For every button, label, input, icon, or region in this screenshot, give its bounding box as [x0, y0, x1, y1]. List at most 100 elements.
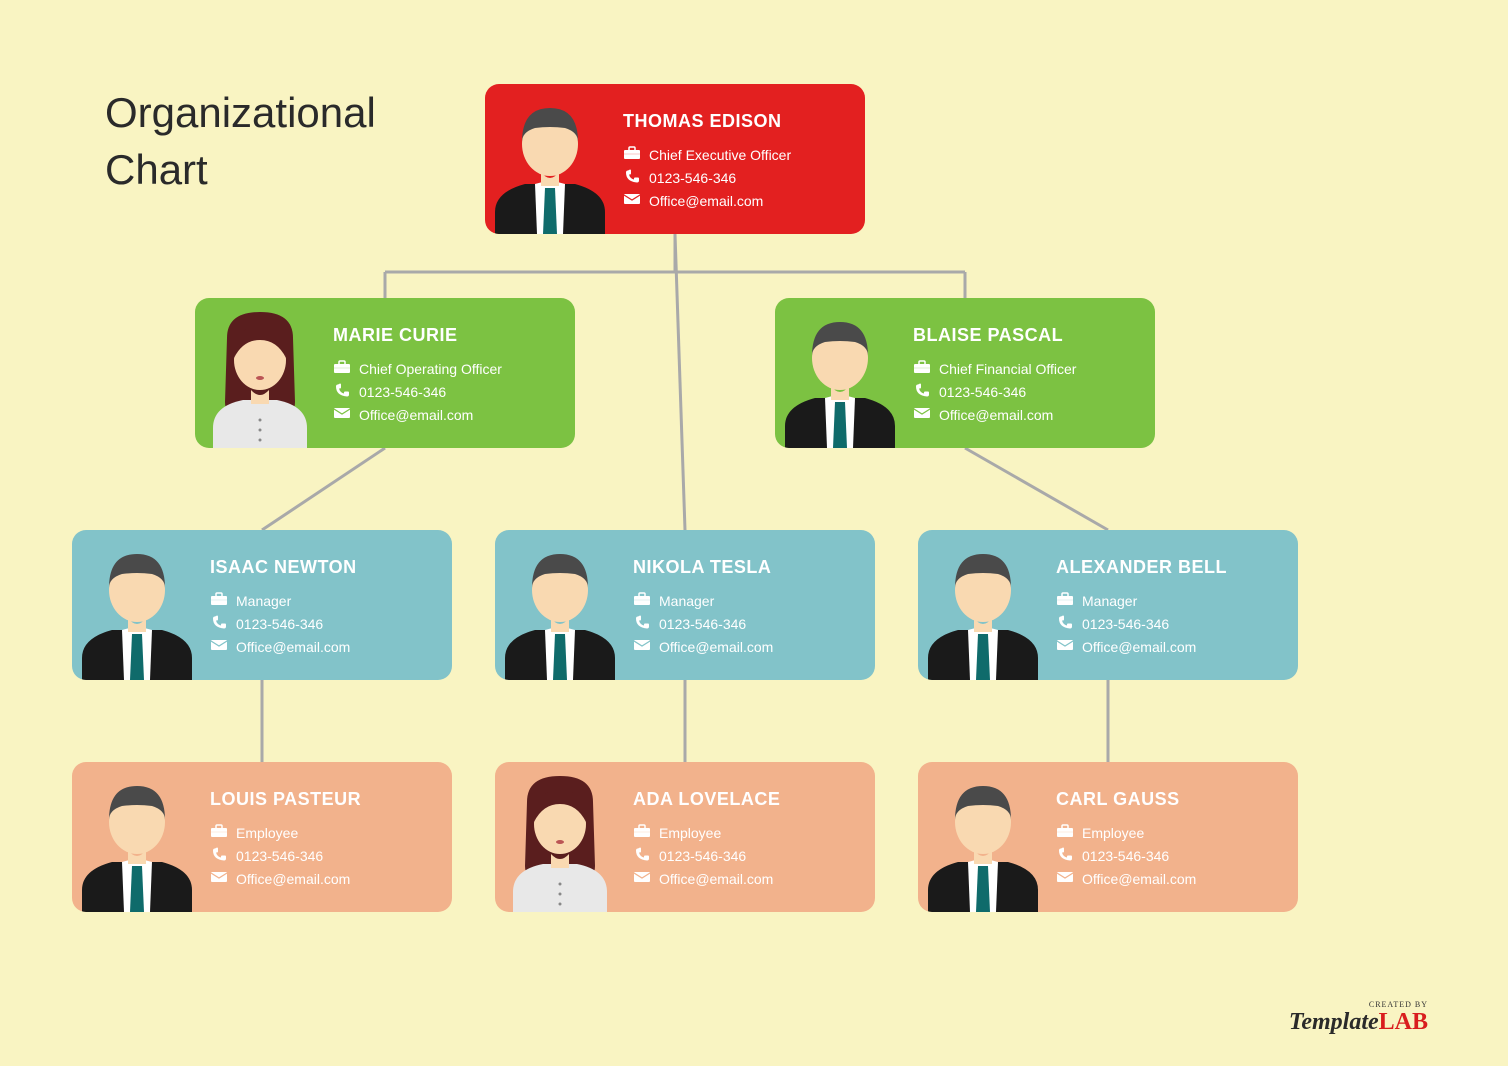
phone-icon [210, 847, 236, 864]
mail-icon [623, 192, 649, 209]
person-role: Chief Executive Officer [649, 147, 791, 163]
person-phone-row: 0123-546-346 [210, 847, 442, 864]
person-email-row: Office@email.com [623, 192, 855, 209]
footer-created-by: CREATED BY [1289, 1000, 1428, 1009]
org-card-mgr1: ISAAC NEWTON Manager 0123-546-346 Office… [72, 530, 452, 680]
briefcase-icon [333, 360, 359, 377]
person-email-row: Office@email.com [633, 638, 865, 655]
person-role-row: Employee [1056, 824, 1288, 841]
briefcase-icon [1056, 824, 1082, 841]
person-role: Employee [659, 825, 721, 841]
org-card-emp3: CARL GAUSS Employee 0123-546-346 Office@… [918, 762, 1298, 912]
org-card-emp2: ADA LOVELACE Employee 0123-546-346 Offic… [495, 762, 875, 912]
person-email-row: Office@email.com [1056, 870, 1288, 887]
org-card-coo: MARIE CURIE Chief Operating Officer 0123… [195, 298, 575, 448]
person-phone-row: 0123-546-346 [633, 847, 865, 864]
phone-icon [210, 615, 236, 632]
phone-icon [633, 847, 659, 864]
person-email-row: Office@email.com [1056, 638, 1288, 655]
person-email-row: Office@email.com [913, 406, 1145, 423]
title-line2: Chart [105, 146, 208, 193]
person-name: THOMAS EDISON [623, 111, 855, 132]
card-info: ALEXANDER BELL Manager 0123-546-346 Offi… [1048, 530, 1298, 680]
person-phone: 0123-546-346 [649, 170, 736, 186]
person-email: Office@email.com [659, 639, 773, 655]
person-phone: 0123-546-346 [1082, 616, 1169, 632]
org-card-mgr2: NIKOLA TESLA Manager 0123-546-346 Office… [495, 530, 875, 680]
phone-icon [333, 383, 359, 400]
person-email: Office@email.com [236, 639, 350, 655]
avatar [918, 762, 1048, 912]
person-phone-row: 0123-546-346 [210, 615, 442, 632]
person-phone: 0123-546-346 [1082, 848, 1169, 864]
card-info: CARL GAUSS Employee 0123-546-346 Office@… [1048, 762, 1298, 912]
person-phone-row: 0123-546-346 [913, 383, 1145, 400]
person-email-row: Office@email.com [633, 870, 865, 887]
person-name: CARL GAUSS [1056, 789, 1288, 810]
card-info: NIKOLA TESLA Manager 0123-546-346 Office… [625, 530, 875, 680]
person-role-row: Employee [633, 824, 865, 841]
person-name: BLAISE PASCAL [913, 325, 1145, 346]
page-title: Organizational Chart [105, 85, 376, 198]
person-role-row: Manager [1056, 592, 1288, 609]
person-email-row: Office@email.com [210, 870, 442, 887]
card-info: ISAAC NEWTON Manager 0123-546-346 Office… [202, 530, 452, 680]
briefcase-icon [210, 824, 236, 841]
briefcase-icon [913, 360, 939, 377]
org-card-ceo: THOMAS EDISON Chief Executive Officer 01… [485, 84, 865, 234]
title-line1: Organizational [105, 89, 376, 136]
person-phone: 0123-546-346 [236, 616, 323, 632]
phone-icon [633, 615, 659, 632]
briefcase-icon [633, 824, 659, 841]
avatar [72, 530, 202, 680]
mail-icon [633, 638, 659, 655]
briefcase-icon [633, 592, 659, 609]
person-name: LOUIS PASTEUR [210, 789, 442, 810]
avatar [918, 530, 1048, 680]
person-name: ADA LOVELACE [633, 789, 865, 810]
mail-icon [913, 406, 939, 423]
avatar [495, 530, 625, 680]
person-role: Employee [236, 825, 298, 841]
person-phone-row: 0123-546-346 [1056, 847, 1288, 864]
person-phone: 0123-546-346 [939, 384, 1026, 400]
org-card-mgr3: ALEXANDER BELL Manager 0123-546-346 Offi… [918, 530, 1298, 680]
phone-icon [1056, 847, 1082, 864]
person-phone-row: 0123-546-346 [333, 383, 565, 400]
briefcase-icon [1056, 592, 1082, 609]
person-phone-row: 0123-546-346 [623, 169, 855, 186]
avatar [775, 298, 905, 448]
person-phone-row: 0123-546-346 [1056, 615, 1288, 632]
avatar [495, 762, 625, 912]
person-email: Office@email.com [236, 871, 350, 887]
person-role: Manager [659, 593, 714, 609]
person-role-row: Manager [633, 592, 865, 609]
person-email: Office@email.com [359, 407, 473, 423]
person-email: Office@email.com [939, 407, 1053, 423]
footer-credit: CREATED BY TemplateLAB [1289, 1000, 1428, 1036]
person-role-row: Chief Financial Officer [913, 360, 1145, 377]
person-phone: 0123-546-346 [359, 384, 446, 400]
avatar [195, 298, 325, 448]
card-info: THOMAS EDISON Chief Executive Officer 01… [615, 84, 865, 234]
person-email: Office@email.com [1082, 871, 1196, 887]
mail-icon [333, 406, 359, 423]
person-name: ISAAC NEWTON [210, 557, 442, 578]
footer-brand: TemplateLAB [1289, 1009, 1428, 1036]
person-phone: 0123-546-346 [659, 848, 746, 864]
person-phone: 0123-546-346 [236, 848, 323, 864]
person-role: Employee [1082, 825, 1144, 841]
person-role: Chief Financial Officer [939, 361, 1076, 377]
mail-icon [1056, 870, 1082, 887]
mail-icon [1056, 638, 1082, 655]
person-role-row: Chief Executive Officer [623, 146, 855, 163]
card-info: LOUIS PASTEUR Employee 0123-546-346 Offi… [202, 762, 452, 912]
card-info: MARIE CURIE Chief Operating Officer 0123… [325, 298, 575, 448]
person-role-row: Manager [210, 592, 442, 609]
card-info: BLAISE PASCAL Chief Financial Officer 01… [905, 298, 1155, 448]
org-card-cfo: BLAISE PASCAL Chief Financial Officer 01… [775, 298, 1155, 448]
person-role: Manager [236, 593, 291, 609]
person-role-row: Chief Operating Officer [333, 360, 565, 377]
person-email-row: Office@email.com [210, 638, 442, 655]
person-email: Office@email.com [1082, 639, 1196, 655]
